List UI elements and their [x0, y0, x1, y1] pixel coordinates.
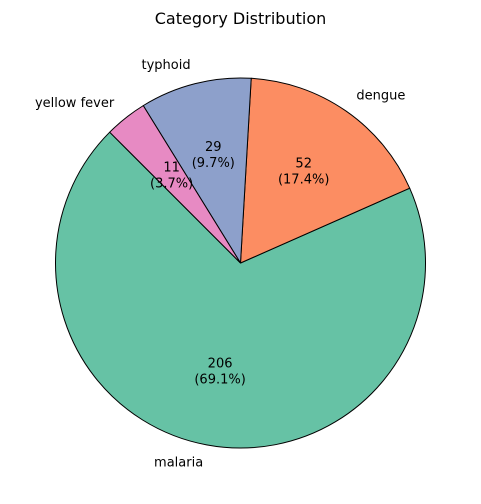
slice-label-typhoid: typhoid [141, 58, 190, 73]
slice-label-yellow-fever: yellow fever [35, 96, 115, 111]
slice-percent-yellow-fever: (3.7%) [150, 177, 193, 192]
slice-value-typhoid: 29 [205, 140, 222, 155]
pie-labels: malaria 206(69.1%) dengue 52(17.4%) typhoid 2… [35, 58, 405, 470]
pie-slice-malaria [55, 131, 426, 449]
slice-value-dengue: 52 [295, 156, 312, 171]
slice-label-dengue: dengue [356, 88, 405, 103]
pie-slice-dengue [240, 77, 411, 264]
pie-slice-typhoid [142, 77, 252, 264]
slice-percent-malaria: (69.1%) [194, 373, 245, 388]
slice-percent-typhoid: (9.7%) [192, 156, 235, 171]
slice-percent-dengue: (17.4%) [278, 172, 329, 187]
pie-slices [55, 77, 426, 449]
slice-value-yellow-fever: 11 [163, 161, 180, 176]
slice-label-malaria: malaria [154, 456, 203, 471]
slice-value-malaria: 206 [208, 357, 233, 372]
pie-slice-yellow-fever [109, 105, 241, 264]
chart-title: Category Distribution [155, 9, 327, 28]
